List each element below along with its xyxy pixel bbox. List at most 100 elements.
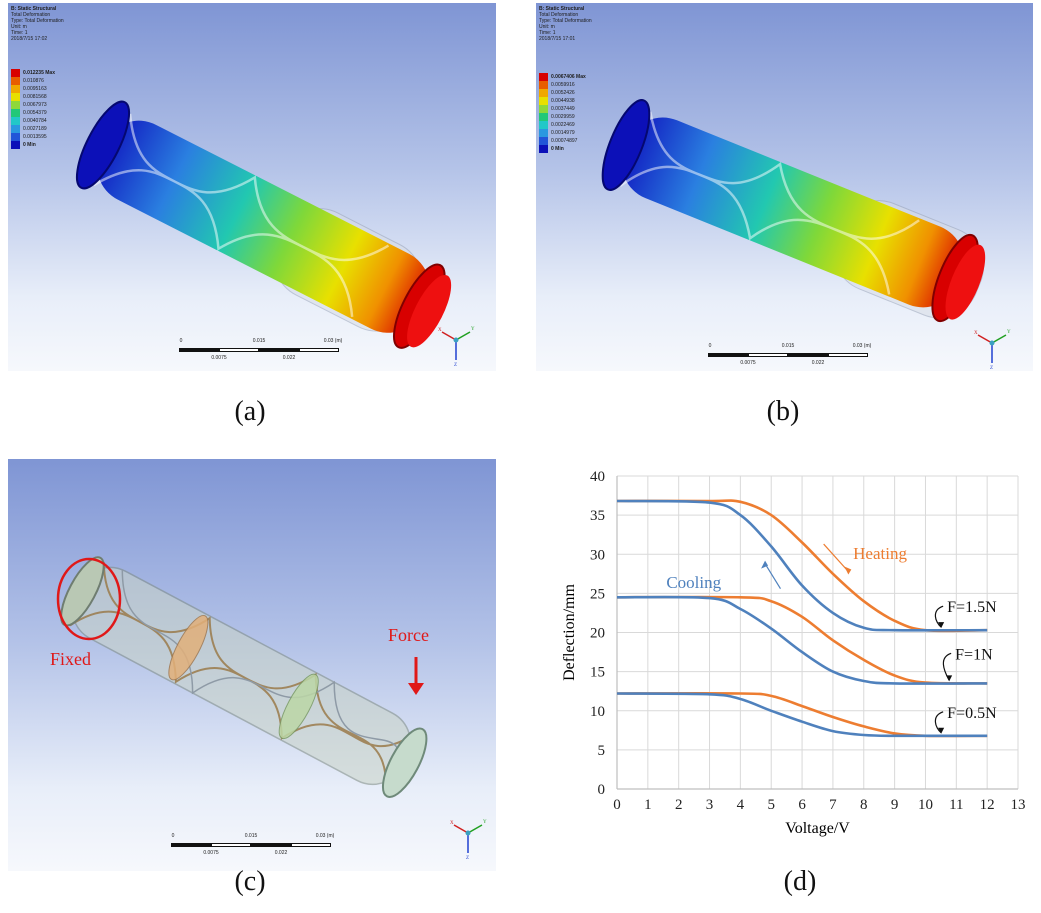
panel-b: B: Static Structural Total Deformation T… — [536, 3, 1033, 371]
x-tick-label: 11 — [949, 797, 963, 813]
result-type: Type: Total Deformation — [539, 18, 592, 24]
force-series-label: F=1N — [955, 646, 993, 663]
x-tick-label: 3 — [706, 797, 714, 813]
scale-label: 0.0075 — [203, 850, 219, 856]
scale-label: 0.03 (m) — [852, 343, 872, 349]
cooling-curve — [616, 692, 988, 738]
scale-label: 0.022 — [811, 360, 825, 366]
scale-label: 0.022 — [282, 355, 296, 361]
legend-value: 0.0067406 Max — [551, 74, 586, 80]
caption-a: (a) — [234, 396, 266, 427]
legend-value: 0.0054379 — [23, 110, 47, 116]
legend-value: 0.0052426 — [551, 90, 575, 96]
scale-segment — [708, 353, 748, 357]
y-tick-label: 5 — [598, 743, 606, 759]
x-tick-label: 10 — [918, 797, 933, 813]
x-tick-label: 4 — [737, 797, 745, 813]
heating-annotation: Heating — [853, 544, 907, 563]
legend-swatch — [11, 141, 20, 149]
scale-label: 0 — [179, 338, 183, 344]
legend-swatch — [539, 121, 548, 129]
scale-label: 0.03 (m) — [323, 338, 343, 344]
chart-grid — [616, 475, 1019, 790]
legend-swatch — [539, 145, 548, 153]
legend-value: 0.0014979 — [551, 130, 575, 136]
label-pointer-head — [938, 727, 945, 734]
y-axis-label: Deflection/mm — [561, 584, 578, 681]
y-tick-label: 15 — [590, 665, 605, 681]
result-time: Time: 1 — [11, 30, 28, 36]
legend-value: 0.0067973 — [23, 102, 47, 108]
x-axis-label: Voltage/V — [785, 820, 850, 837]
force-series-label: F=1.5N — [947, 599, 997, 616]
cooling-curve — [616, 595, 988, 685]
cooling-arrow — [764, 563, 781, 589]
triad-x-label: X — [974, 331, 978, 336]
x-tick-label: 0 — [613, 797, 621, 813]
x-tick-label: 9 — [891, 797, 899, 813]
scale-label: 0.015 — [252, 338, 266, 344]
heating-curve — [616, 595, 988, 685]
deformed-stent-model-a — [75, 100, 452, 349]
x-tick-label: 7 — [829, 797, 837, 813]
legend-swatch — [11, 133, 20, 141]
legend-value: 0.00074897 — [551, 138, 578, 144]
legend-swatch — [539, 113, 548, 121]
axis-triad-icon: X Y Z — [974, 330, 1011, 369]
y-tick-label: 0 — [598, 782, 606, 798]
y-tick-labels: 0 5 10 15 20 25 30 35 40 — [590, 469, 605, 798]
cooling-annotation: Cooling — [666, 573, 721, 592]
result-unit: Unit: m — [11, 24, 27, 30]
legend-value: 0.0081568 — [23, 94, 47, 100]
result-name: Total Deformation — [539, 12, 579, 18]
legend-swatch — [11, 69, 20, 77]
scale-segment — [828, 353, 868, 357]
y-tick-label: 35 — [590, 508, 605, 524]
legend-swatch — [11, 109, 20, 117]
triad-y-label: Y — [1007, 330, 1011, 335]
legend-value: 0 Min — [23, 142, 36, 148]
info-block-a: B: Static Structural Total Deformation T… — [11, 6, 64, 42]
scale-bar-a: 0 0.015 0.03 (m) 0.0075 0.022 — [179, 336, 342, 366]
legend-swatch — [539, 81, 548, 89]
scale-label: 0.03 (m) — [315, 833, 335, 839]
triad-x-label: X — [450, 821, 454, 826]
result-time: Time: 1 — [539, 30, 556, 36]
chart-series — [616, 499, 988, 738]
label-pointer — [934, 605, 944, 628]
scale-bar-c: 0 0.015 0.03 (m) 0.0075 0.022 — [171, 831, 334, 861]
legend-value: 0.012235 Max — [23, 70, 55, 76]
panel-c: Fixed Force 0 0.015 0.03 (m) 0.0075 0.02… — [8, 459, 496, 871]
label-pointer-head — [946, 675, 953, 682]
heating-curve — [616, 499, 988, 633]
x-tick-label: 1 — [644, 797, 652, 813]
legend-swatch — [11, 93, 20, 101]
analysis-title: B: Static Structural — [11, 6, 57, 12]
label-pointer — [934, 711, 944, 734]
result-date: 2018/7/15 17:01 — [539, 36, 576, 42]
legend-swatch — [539, 97, 548, 105]
scale-segment — [299, 348, 339, 352]
triad-y-label: Y — [483, 820, 487, 825]
scale-segment — [291, 843, 331, 847]
scale-label: 0 — [171, 833, 175, 839]
x-tick-label: 6 — [798, 797, 806, 813]
y-tick-label: 30 — [590, 547, 605, 563]
heating-arrow — [823, 543, 849, 572]
legend-value: 0.0037449 — [551, 106, 575, 112]
scale-label: 0.0075 — [740, 360, 756, 366]
legend-swatch — [11, 85, 20, 93]
triad-x-label: X — [438, 328, 442, 333]
scale-segment — [259, 348, 299, 352]
x-tick-label: 5 — [767, 797, 775, 813]
legend-value: 0.0095163 — [23, 86, 47, 92]
scale-segment — [251, 843, 291, 847]
scale-segment — [179, 348, 219, 352]
scale-label: 0.015 — [244, 833, 258, 839]
legend-value: 0 Min — [551, 146, 564, 152]
result-type: Type: Total Deformation — [11, 18, 64, 24]
triad-z-label: Z — [466, 856, 469, 859]
y-tick-label: 40 — [590, 469, 605, 485]
scale-segment — [788, 353, 828, 357]
legend-swatch — [539, 73, 548, 81]
